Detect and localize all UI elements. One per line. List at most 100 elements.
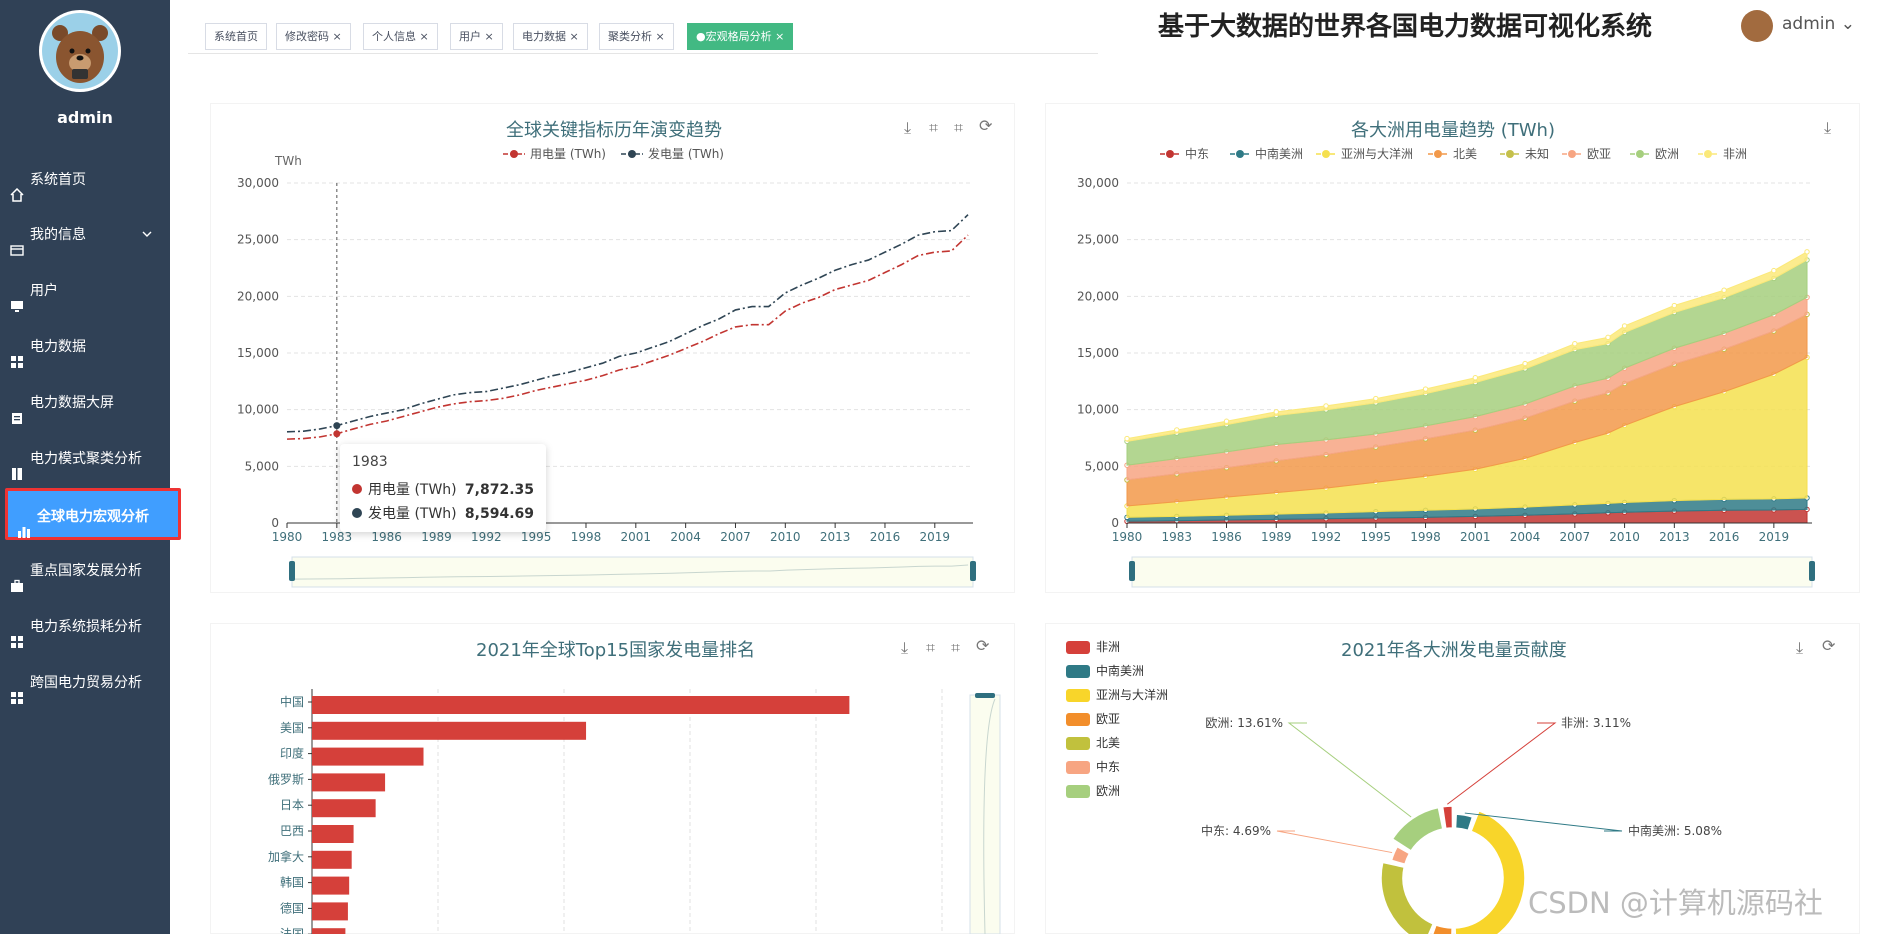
legend-item[interactable]: 中南美洲: [1066, 662, 1144, 679]
close-icon[interactable]: ×: [655, 30, 665, 43]
card-icon: [10, 227, 24, 256]
refresh-icon[interactable]: ⟳: [979, 116, 993, 135]
legend-item[interactable]: 欧洲: [1066, 782, 1120, 799]
tooltip-dot: [352, 484, 362, 494]
x-tick-label: 1983: [1161, 530, 1192, 544]
legend-label: 非洲: [1723, 147, 1747, 161]
sidebar-item-my-info[interactable]: 我的信息: [0, 209, 170, 261]
area-chart-continents: 0 5,000 10,000 15,000 20,000 25,000 30,000 1980…: [1077, 146, 1815, 588]
sidebar-item-users[interactable]: 用户: [0, 265, 170, 317]
data-point: [333, 430, 341, 438]
data-point: [1373, 395, 1379, 402]
active-dot-icon: ●: [696, 30, 706, 43]
x-tick-label: 2007: [1560, 530, 1591, 544]
tab-home[interactable]: 系统首页: [205, 23, 267, 50]
legend-label: 欧亚: [1096, 712, 1121, 726]
legend-item[interactable]: 中东: [1066, 758, 1120, 775]
legend-item[interactable]: 北美: [1066, 734, 1120, 751]
zoom-icon[interactable]: ⌗: [926, 638, 936, 657]
chart-title: 全球关键指标历年演变趋势: [506, 120, 722, 141]
home-icon: [10, 172, 24, 202]
bar-chart-icon: [17, 509, 31, 538]
chevron-down-icon: [142, 209, 152, 261]
zoom-icon[interactable]: ⌗: [929, 118, 939, 137]
download-icon[interactable]: ⤓: [904, 118, 912, 137]
download-icon[interactable]: ⤓: [901, 638, 909, 657]
bar: [312, 850, 352, 869]
legend-label: 欧洲: [1096, 784, 1121, 798]
close-icon[interactable]: ×: [332, 30, 342, 43]
sidebar-item-macro-analysis[interactable]: 全球电力宏观分析: [5, 488, 181, 540]
bar: [312, 721, 587, 740]
download-icon[interactable]: ⤓: [1796, 638, 1804, 657]
x-tick-label: 2001: [1460, 530, 1491, 544]
legend-item[interactable]: 亚洲与大洋洲: [1066, 686, 1168, 703]
legend-label: 中东: [1096, 760, 1121, 774]
sidebar-item-power-screen[interactable]: 电力数据大屏: [0, 377, 170, 429]
card-contribution: 2021年各大洲发电量贡献度 ⤓ ⟳: [1045, 623, 1860, 934]
header-avatar[interactable]: [1741, 10, 1773, 42]
zoom-reset-icon[interactable]: ⌗: [951, 638, 961, 657]
x-tick-label: 2004: [1510, 530, 1541, 544]
data-point: [1273, 409, 1279, 415]
y-axis-label: TWh: [274, 154, 302, 168]
legend-item[interactable]: 非洲: [1066, 638, 1120, 655]
close-icon[interactable]: ×: [419, 30, 429, 43]
x-tick-label: 2010: [1609, 530, 1640, 544]
data-point: [1174, 427, 1180, 433]
tab-macro-analysis[interactable]: ●宏观格局分析 ×: [687, 23, 794, 50]
y-tick-label: 巴西: [280, 824, 304, 838]
data-point: [1472, 375, 1479, 381]
sidebar-item-home[interactable]: 系统首页: [0, 154, 170, 206]
donut-legend: 非洲中南美洲亚洲与大洋洲欧亚北美中东欧洲: [1066, 638, 1186, 808]
legend-label: 中南美洲: [1255, 146, 1303, 161]
data-point: [1621, 323, 1628, 329]
close-icon[interactable]: ×: [775, 30, 785, 43]
data-label: 中东: 4.69%: [1201, 823, 1271, 838]
refresh-icon[interactable]: ⟳: [1822, 636, 1836, 655]
zoom-reset-icon[interactable]: ⌗: [954, 118, 964, 137]
datazoom-handle-top: [975, 693, 995, 698]
x-tick-label: 1989: [421, 530, 452, 544]
close-icon[interactable]: ×: [569, 30, 579, 43]
data-label: 中南美洲: 5.08%: [1628, 823, 1722, 838]
avatar[interactable]: [39, 10, 121, 92]
x-tick-label: 1986: [1211, 530, 1242, 544]
x-tick-label: 1995: [1361, 530, 1392, 544]
header-user-menu[interactable]: admin ⌄: [1782, 14, 1855, 34]
tooltip-dot: [352, 508, 362, 518]
refresh-icon[interactable]: ⟳: [976, 636, 990, 655]
grid-icon: [10, 339, 24, 368]
y-tick-label: 加拿大: [268, 849, 304, 864]
pie-slice: [1390, 845, 1411, 865]
tab-label: 宏观格局分析: [705, 30, 772, 43]
tab-users[interactable]: 用户 ×: [450, 23, 503, 50]
close-icon[interactable]: ×: [484, 30, 494, 43]
leader-line: [1464, 812, 1623, 832]
y-tick-label: 20,000: [1077, 289, 1119, 303]
tab-profile[interactable]: 个人信息 ×: [363, 23, 438, 50]
series-line: [286, 214, 969, 433]
y-tick-label: 法国: [280, 927, 304, 934]
x-tick-label: 2001: [621, 530, 652, 544]
sidebar-item-trade-analysis[interactable]: 跨国电力贸易分析: [0, 657, 170, 709]
sidebar-item-power-data[interactable]: 电力数据: [0, 321, 170, 373]
pie-slice: [1441, 805, 1454, 830]
sidebar-item-cluster[interactable]: 电力模式聚类分析: [0, 433, 170, 485]
download-icon[interactable]: ⤓: [1824, 118, 1832, 137]
sidebar-item-loss-analysis[interactable]: 电力系统损耗分析: [0, 601, 170, 653]
tab-label: 电力数据: [522, 30, 566, 43]
tab-power-data[interactable]: 电力数据 ×: [513, 23, 588, 50]
data-point: [1522, 360, 1528, 367]
x-tick-label: 1998: [1410, 530, 1441, 544]
sidebar: admin 系统首页 我的信息 用户 电力数据 电力数据大屏 电力模式聚类分析 …: [0, 0, 181, 934]
sidebar-item-country-dev[interactable]: 重点国家发展分析: [0, 545, 170, 597]
tab-cluster[interactable]: 聚类分析 ×: [599, 23, 674, 50]
legend-item[interactable]: 欧亚: [1066, 710, 1120, 727]
monitor-icon: [10, 283, 24, 312]
sidebar-item-label: 我的信息: [30, 227, 86, 243]
tab-label: 个人信息: [372, 30, 416, 43]
x-tick-label: 1980: [1112, 530, 1143, 544]
data-point: [1671, 302, 1678, 309]
tab-change-password[interactable]: 修改密码 ×: [276, 23, 351, 50]
